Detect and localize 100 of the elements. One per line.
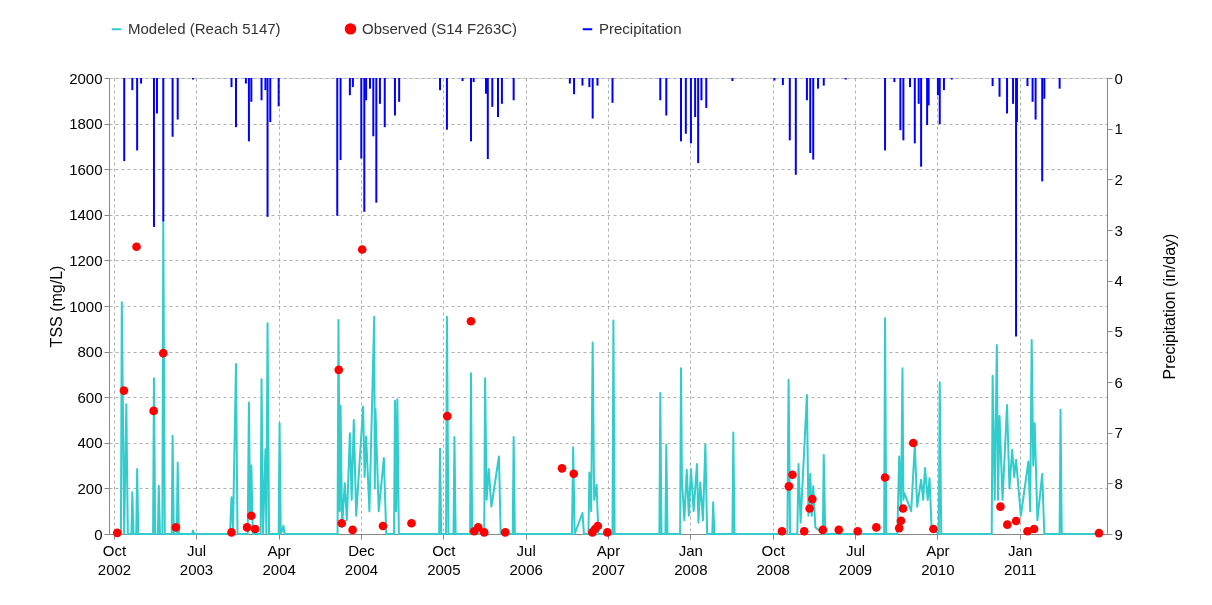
y2-tick-label: 0 — [1114, 69, 1123, 87]
x-tick-label: Oct 2002 — [97, 541, 132, 578]
point — [149, 406, 158, 416]
y-tick-label: 1200 — [69, 251, 103, 269]
point — [357, 245, 367, 254]
point — [799, 526, 809, 536]
bar — [822, 78, 825, 86]
bar — [817, 78, 820, 89]
legend-label: Precipitation — [599, 20, 682, 38]
bar — [697, 78, 700, 164]
point — [777, 526, 787, 536]
x-tick-label: Apr 2007 — [591, 541, 626, 578]
bar — [123, 78, 126, 162]
point — [557, 464, 567, 473]
bar — [773, 78, 776, 81]
point — [898, 504, 908, 513]
bar — [393, 78, 396, 116]
x-tick-label: Dec 2004 — [344, 541, 379, 578]
bar — [794, 78, 797, 175]
bar — [461, 78, 464, 82]
x-tick-label: Jan 2008 — [674, 541, 708, 578]
point — [908, 438, 918, 448]
bar — [266, 78, 269, 217]
point — [1023, 526, 1032, 536]
y2-tick-label: 5 — [1114, 322, 1123, 340]
y-tick-label: 600 — [77, 388, 103, 406]
bar — [339, 78, 342, 161]
point — [805, 504, 814, 513]
point — [500, 528, 510, 537]
legend-label: Modeled (Reach 5147) — [128, 20, 281, 38]
point — [808, 494, 817, 504]
bar — [497, 78, 500, 118]
bar — [913, 78, 916, 144]
bar — [152, 78, 155, 227]
bar — [902, 78, 905, 141]
bar — [893, 78, 896, 83]
point — [929, 524, 938, 534]
bar — [908, 78, 911, 88]
point — [337, 518, 347, 528]
point — [348, 525, 357, 535]
bar — [486, 78, 489, 160]
bar — [512, 78, 515, 101]
point — [894, 523, 904, 533]
point — [603, 528, 612, 537]
point — [119, 386, 129, 395]
point — [853, 526, 863, 536]
bar — [1015, 78, 1018, 337]
bar — [1058, 78, 1061, 89]
x-tick-label: Jul 2003 — [179, 541, 214, 578]
bar — [383, 78, 386, 128]
bar — [171, 78, 174, 137]
y-tick-label: 1600 — [69, 160, 103, 178]
x-tick-label: Apr 2004 — [262, 541, 296, 578]
point — [872, 523, 881, 532]
point — [479, 528, 489, 537]
point — [996, 502, 1005, 511]
bar — [176, 78, 179, 120]
point — [378, 521, 388, 531]
point — [569, 469, 579, 479]
y2-tick-label: 2 — [1114, 170, 1123, 188]
bar — [1026, 78, 1029, 87]
bar — [812, 78, 815, 160]
bar — [581, 78, 584, 86]
point — [1029, 524, 1039, 534]
x-tick-label: Oct 2008 — [756, 541, 790, 578]
bar — [588, 78, 591, 88]
bar — [439, 78, 442, 91]
point — [112, 528, 122, 538]
bar — [131, 78, 134, 91]
x-tick-label: Jan 2011 — [1004, 541, 1037, 578]
x-tick-label: Jul 2006 — [509, 541, 543, 578]
bar — [938, 78, 941, 125]
bar — [991, 78, 994, 87]
bar — [1034, 78, 1037, 120]
y2-tick-label: 1 — [1114, 120, 1123, 138]
bar — [920, 78, 923, 167]
y2-axis-title: Precipitation (in/day) — [1160, 233, 1178, 380]
bar — [731, 78, 734, 82]
x-tick-label: Jul 2009 — [838, 541, 873, 578]
bar — [680, 78, 683, 142]
bar — [277, 78, 280, 107]
bar — [348, 78, 351, 96]
bar — [375, 78, 378, 203]
y2-tick-label: 8 — [1114, 474, 1123, 492]
x-tick-label: Oct 2005 — [427, 541, 461, 578]
point — [246, 511, 256, 521]
bar — [884, 78, 887, 151]
bar — [591, 78, 594, 119]
y-tick-label: 800 — [77, 343, 103, 361]
bar — [942, 78, 945, 91]
bar — [573, 78, 576, 95]
bar — [684, 78, 687, 134]
bar — [611, 78, 614, 103]
point — [227, 528, 236, 537]
y2-tick-label: 6 — [1114, 373, 1123, 391]
bar — [469, 78, 472, 142]
bar — [140, 78, 143, 84]
bar — [998, 78, 1001, 97]
bar — [445, 78, 448, 130]
y2-tick-label: 7 — [1114, 424, 1123, 442]
